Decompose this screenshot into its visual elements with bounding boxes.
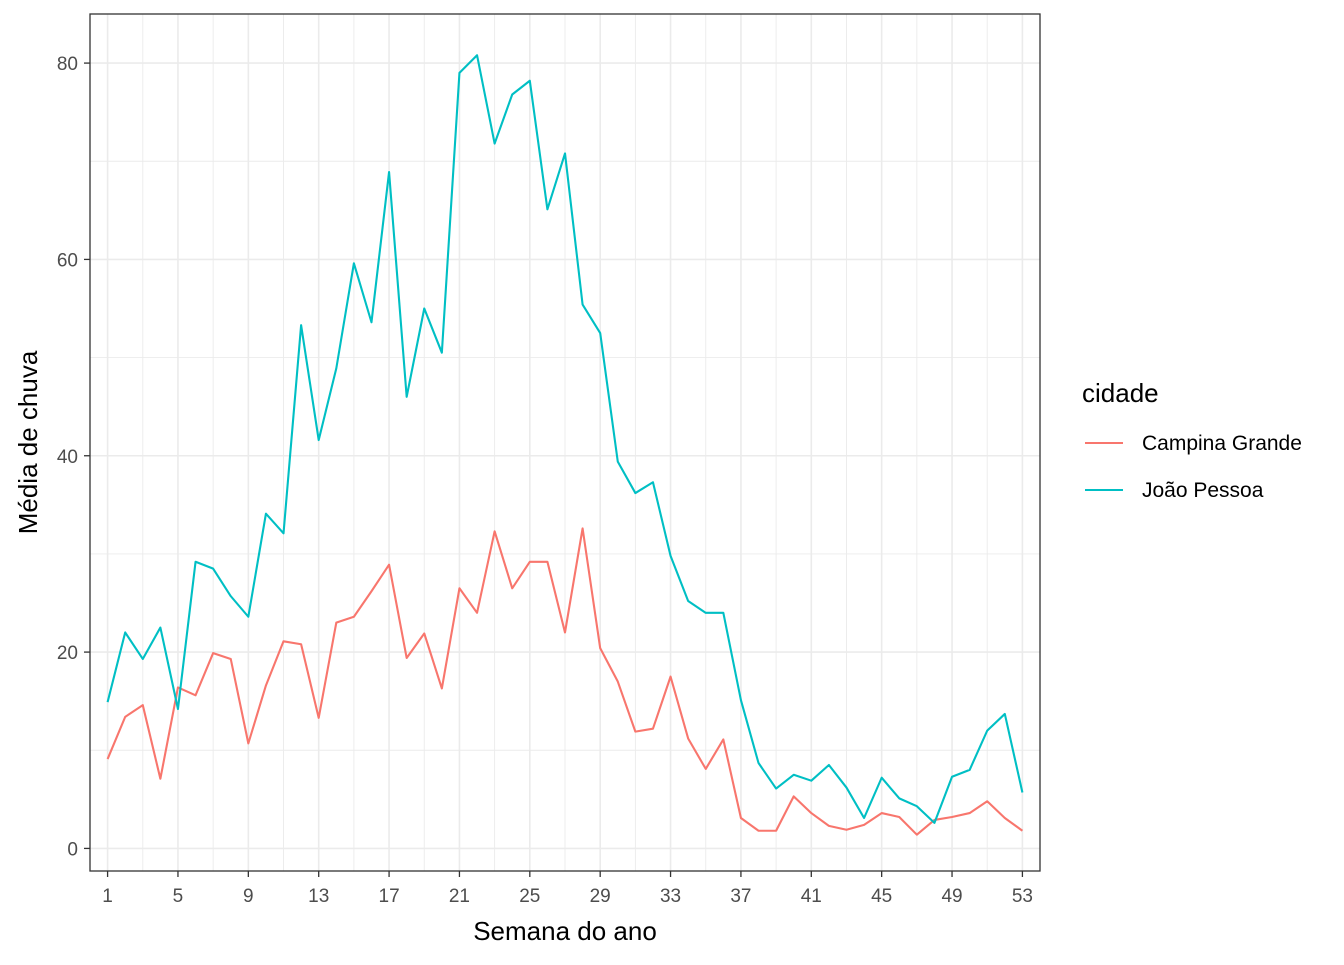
x-tick-label: 5 (173, 886, 184, 907)
x-tick-label: 25 (519, 886, 540, 907)
y-tick-label: 80 (57, 54, 78, 75)
x-tick-label: 13 (308, 886, 329, 907)
y-tick-label: 60 (57, 250, 78, 271)
panel-border (89, 13, 1041, 872)
x-tick-label: 49 (941, 886, 962, 907)
x-tick-label: 37 (730, 886, 751, 907)
x-tick-label: 1 (102, 886, 113, 907)
legend-label: João Pessoa (1142, 479, 1264, 502)
x-tick-label: 17 (379, 886, 400, 907)
x-tick-label: 53 (1012, 886, 1033, 907)
y-axis-title: Média de chuva (13, 350, 43, 534)
y-tick-label: 40 (57, 447, 78, 468)
legend: cidade Campina Grande João Pessoa (1082, 378, 1302, 502)
x-tick-label: 33 (660, 886, 681, 907)
series-line-joao-pessoa (106, 54, 1024, 824)
x-tick-label: 9 (243, 886, 254, 907)
y-tick-label: 0 (67, 839, 78, 860)
x-tick-label: 45 (871, 886, 892, 907)
x-tick-label: 29 (590, 886, 611, 907)
legend-label: Campina Grande (1142, 432, 1302, 455)
series-line-campina-grande (106, 527, 1024, 836)
x-tick-label: 21 (449, 886, 470, 907)
x-axis-title: Semana do ano (473, 916, 657, 946)
legend-title: cidade (1082, 378, 1159, 408)
y-tick-label: 20 (57, 643, 78, 664)
x-tick-label: 41 (801, 886, 822, 907)
